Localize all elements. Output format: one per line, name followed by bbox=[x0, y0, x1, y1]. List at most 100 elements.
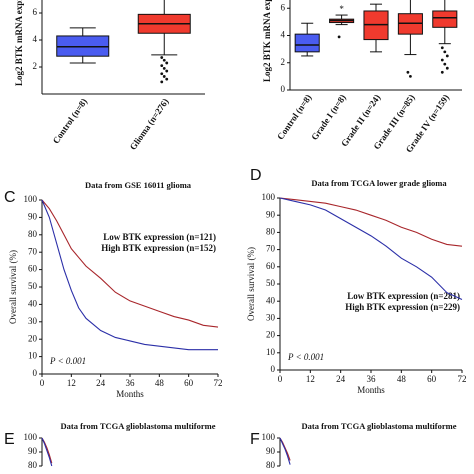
outlier bbox=[443, 62, 447, 66]
y-tick-label: 70 bbox=[266, 244, 276, 254]
box bbox=[432, 10, 458, 28]
outlier bbox=[165, 61, 169, 65]
x-tick-label: 48 bbox=[155, 378, 165, 388]
x-tick-label: 72 bbox=[214, 378, 223, 388]
outlier bbox=[440, 70, 444, 74]
panel-letter: E bbox=[4, 431, 15, 448]
survival-curve bbox=[279, 437, 291, 465]
panel-letter: C bbox=[4, 189, 16, 206]
outlier bbox=[445, 54, 449, 58]
y-tick-label: 80 bbox=[28, 460, 38, 470]
y-tick-label: 10 bbox=[28, 351, 38, 361]
y-tick-label: 6 bbox=[281, 2, 286, 12]
outlier bbox=[160, 80, 164, 84]
outlier bbox=[445, 66, 449, 70]
x-tick-label: 60 bbox=[427, 374, 437, 384]
outlier bbox=[160, 64, 164, 68]
y-tick-label: 50 bbox=[28, 281, 38, 291]
x-tick-label: 0 bbox=[278, 374, 283, 384]
y-tick-label: 100 bbox=[24, 432, 38, 442]
x-tick-label: 72 bbox=[458, 374, 467, 384]
x-tick-label: 24 bbox=[336, 374, 346, 384]
legend-entry: High BTK expression (n=152) bbox=[101, 243, 216, 253]
legend-entry: High BTK expression (n=229) bbox=[345, 302, 460, 312]
outlier bbox=[160, 56, 164, 59]
y-axis-label: Log2 BTK mRNA expres bbox=[262, 0, 272, 82]
outlier bbox=[165, 69, 169, 73]
p-value: P < 0.001 bbox=[287, 352, 324, 362]
x-tick-label: Control (n=8) bbox=[275, 93, 313, 142]
y-tick-label: 90 bbox=[28, 211, 38, 221]
y-tick-label: 100 bbox=[262, 192, 276, 202]
y-tick-label: 100 bbox=[24, 194, 38, 204]
panel-title: Data from TCGA glioblastoma multiforme bbox=[301, 421, 456, 431]
y-tick-label: 50 bbox=[266, 278, 276, 288]
y-axis-label: Log2 BTK mRNA expres bbox=[14, 0, 24, 86]
box bbox=[294, 33, 320, 53]
x-tick-label: 24 bbox=[96, 378, 106, 388]
y-tick-label: 20 bbox=[266, 330, 276, 340]
y-axis-label: Overall survival (%) bbox=[8, 250, 18, 324]
survival-curve bbox=[41, 437, 53, 467]
y-tick-label: 4 bbox=[281, 30, 286, 40]
y-tick-label: 80 bbox=[266, 226, 276, 236]
outlier bbox=[165, 77, 169, 81]
y-tick-label: 40 bbox=[28, 298, 38, 308]
y-tick-label: 90 bbox=[266, 209, 276, 219]
x-tick-label: 12 bbox=[67, 378, 76, 388]
y-tick-label: 0 bbox=[281, 84, 286, 94]
y-tick-label: 60 bbox=[28, 264, 38, 274]
y-tick-label: 90 bbox=[266, 446, 276, 456]
survival-curve bbox=[41, 199, 219, 328]
outlier bbox=[160, 72, 164, 76]
legend-entry: Low BTK expression (n=121) bbox=[103, 232, 216, 242]
y-tick-label: 2 bbox=[281, 57, 286, 67]
y-tick-label: 70 bbox=[28, 246, 38, 256]
outlier bbox=[406, 70, 410, 74]
outlier bbox=[337, 35, 341, 39]
y-tick-label: 4 bbox=[33, 34, 38, 44]
x-tick-label: 60 bbox=[184, 378, 194, 388]
y-tick-label: 60 bbox=[266, 261, 276, 271]
outlier bbox=[162, 66, 166, 70]
y-tick-label: 90 bbox=[28, 446, 38, 456]
x-tick-label: Control (n=8) bbox=[51, 97, 89, 146]
x-tick-label: 48 bbox=[397, 374, 407, 384]
y-tick-label: 2 bbox=[33, 61, 38, 71]
x-axis-label: Months bbox=[116, 389, 144, 399]
outlier bbox=[162, 58, 166, 62]
y-tick-label: 0 bbox=[271, 364, 276, 374]
panel-title: Data from GSE 16011 glioma bbox=[85, 180, 192, 190]
legend-entry: Low BTK expression (n=281) bbox=[347, 291, 460, 301]
survival-curve bbox=[279, 197, 463, 247]
x-tick-label: 36 bbox=[126, 378, 136, 388]
survival-curve bbox=[41, 199, 218, 351]
y-tick-label: 20 bbox=[28, 333, 38, 343]
x-tick-label: Grade I (n=8) bbox=[309, 93, 348, 142]
p-value: P < 0.001 bbox=[49, 356, 86, 366]
y-tick-label: 40 bbox=[266, 295, 276, 305]
outlier bbox=[440, 58, 444, 62]
x-tick-label: 0 bbox=[40, 378, 45, 388]
y-tick-label: 6 bbox=[33, 7, 38, 17]
y-tick-label: 80 bbox=[266, 460, 276, 470]
x-axis-label: Months bbox=[357, 385, 385, 395]
outlier bbox=[409, 74, 412, 78]
x-tick-label: 36 bbox=[367, 374, 377, 384]
outlier bbox=[162, 75, 166, 78]
panel-title: Data from TCGA glioblastoma multiforme bbox=[60, 421, 215, 431]
x-tick-label: 12 bbox=[306, 374, 315, 384]
y-tick-label: 100 bbox=[262, 432, 276, 442]
y-axis-label: Overall survival (%) bbox=[246, 247, 256, 321]
y-tick-label: 0 bbox=[33, 368, 38, 378]
y-tick-label: 30 bbox=[266, 312, 276, 322]
y-tick-label: 80 bbox=[28, 229, 38, 239]
survival-curve bbox=[279, 197, 463, 300]
annotation: * bbox=[339, 4, 344, 14]
x-tick-label: Glioma (n=276) bbox=[128, 97, 171, 152]
y-tick-label: 10 bbox=[266, 347, 276, 357]
panel-letter: F bbox=[250, 431, 260, 448]
y-tick-label: 30 bbox=[28, 316, 38, 326]
panel-letter: D bbox=[250, 167, 262, 184]
